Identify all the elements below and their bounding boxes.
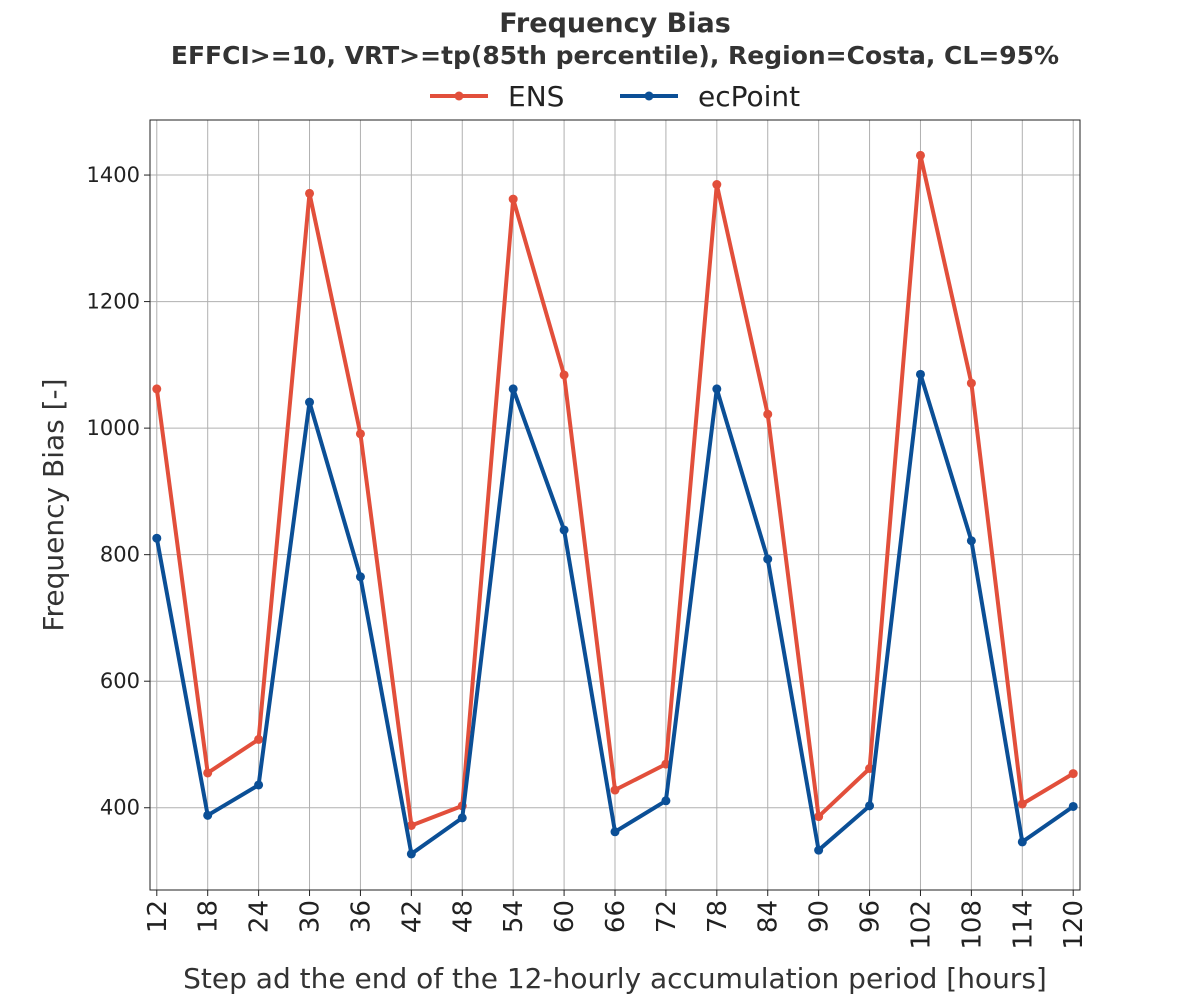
x-tick-label: 120 (1059, 900, 1089, 950)
data-point-ecpoint (559, 525, 569, 535)
x-tick-label: 90 (805, 900, 835, 933)
y-tick-label: 800 (100, 543, 140, 567)
data-point-ecpoint (763, 554, 773, 564)
x-tick-label: 114 (1008, 900, 1038, 950)
series-layer (152, 150, 1078, 859)
x-tick-label: 78 (703, 900, 733, 933)
x-tick-label: 48 (448, 900, 478, 933)
legend: ENS ecPoint (430, 80, 800, 113)
data-point-ecpoint (814, 845, 824, 855)
y-tick-label: 1200 (87, 290, 140, 314)
x-tick-label: 108 (957, 900, 987, 950)
x-tick-label: 66 (601, 900, 631, 933)
x-tick-label: 12 (143, 900, 173, 933)
data-point-ens (610, 785, 620, 795)
data-point-ecpoint (1068, 801, 1078, 811)
data-point-ecpoint (915, 369, 925, 379)
data-point-ecpoint (355, 572, 365, 582)
data-point-ecpoint (254, 780, 264, 790)
data-point-ens (152, 384, 162, 394)
data-point-ecpoint (865, 801, 875, 811)
legend-label-ecpoint: ecPoint (698, 80, 800, 113)
legend-marker-ecpoint (644, 91, 654, 101)
data-point-ens (814, 812, 824, 822)
y-tick-label: 1000 (87, 416, 140, 440)
y-tick-label: 600 (100, 669, 140, 693)
x-tick-label: 84 (754, 900, 784, 933)
data-point-ens (966, 378, 976, 388)
y-axis: 400 600 800 1000 1200 1400 (87, 163, 150, 820)
x-tick-label: 30 (296, 900, 326, 933)
data-point-ens (763, 409, 773, 419)
x-axis: 12 18 24 30 36 42 48 54 60 66 72 78 84 90 96 102 108 114 1… (143, 890, 1089, 950)
data-point-ecpoint (610, 827, 620, 837)
x-tick-label: 42 (397, 900, 427, 933)
data-point-ens (254, 734, 264, 744)
y-tick-label: 400 (100, 796, 140, 820)
data-point-ens (355, 429, 365, 439)
data-point-ens (305, 188, 315, 198)
x-tick-label: 54 (499, 900, 529, 933)
data-point-ecpoint (1017, 837, 1027, 847)
x-tick-label: 72 (652, 900, 682, 933)
data-point-ecpoint (508, 384, 518, 394)
data-point-ecpoint (203, 810, 213, 820)
x-tick-label: 24 (245, 900, 275, 933)
data-point-ecpoint (712, 384, 722, 394)
data-point-ecpoint (406, 849, 416, 859)
x-tick-label: 60 (550, 900, 580, 933)
x-tick-label: 36 (346, 900, 376, 933)
data-point-ecpoint (305, 397, 315, 407)
x-axis-label: Step ad the end of the 12-hourly accumul… (183, 962, 1047, 995)
x-tick-label: 102 (906, 900, 936, 950)
legend-marker-ens (454, 91, 464, 101)
legend-label-ens: ENS (508, 80, 564, 113)
data-point-ens (1017, 799, 1027, 809)
data-point-ecpoint (152, 533, 162, 543)
data-point-ens (1068, 769, 1078, 779)
y-axis-label: Frequency Bias [-] (37, 378, 70, 631)
data-point-ecpoint (457, 813, 467, 823)
y-tick-label: 1400 (87, 163, 140, 187)
data-point-ens (712, 180, 722, 190)
data-point-ens (406, 820, 416, 830)
data-point-ens (915, 150, 925, 160)
x-tick-label: 18 (194, 900, 224, 933)
data-point-ens (508, 194, 518, 204)
data-point-ecpoint (661, 796, 671, 806)
chart-title: Frequency Bias (499, 8, 731, 39)
data-point-ens (559, 370, 569, 380)
data-point-ecpoint (966, 536, 976, 546)
data-point-ens (203, 768, 213, 778)
x-tick-label: 96 (856, 900, 886, 933)
chart-subtitle: EFFCI>=10, VRT>=tp(85th percentile), Reg… (171, 41, 1059, 70)
